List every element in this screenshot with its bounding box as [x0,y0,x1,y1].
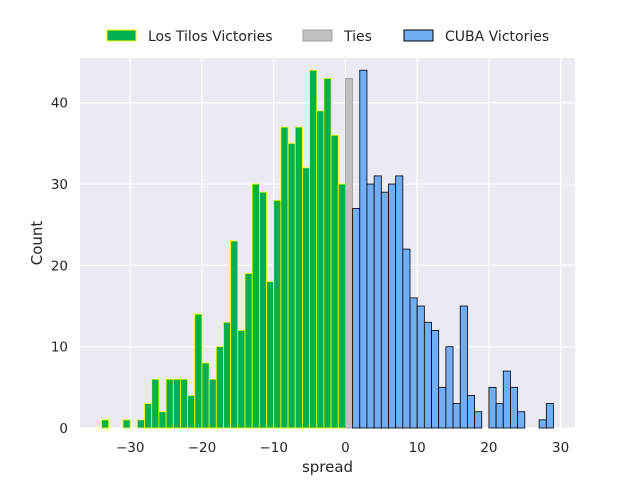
bar-cuba-victories [474,411,483,429]
bar-los-tilos-victories [101,419,110,429]
bar-cuba-victories [409,297,418,429]
bar-los-tilos-victories [337,183,346,429]
bar-los-tilos-victories [266,281,275,429]
bar-los-tilos-victories [194,313,203,429]
bar-cuba-victories [423,321,432,429]
bar-cuba-victories [459,305,468,429]
y-tick-label: 0 [59,421,68,437]
bar-cuba-victories [388,183,397,429]
x-tick-labels: −30 −20 −10 0 10 20 30 [116,440,569,456]
bar-los-tilos-victories [330,134,339,429]
legend: Los Tilos Victories Ties CUBA Victories [106,29,549,45]
bar-los-tilos-victories [151,378,160,429]
bar-los-tilos-victories [273,199,282,429]
y-tick-label: 40 [51,96,68,112]
bar-cuba-victories [495,403,504,429]
bar-cuba-victories [445,346,454,429]
bar-cuba-victories [402,248,411,429]
x-axis-label: spread [302,458,353,476]
bar-cuba-victories [373,175,382,429]
bar-los-tilos-victories [316,110,325,429]
bar-los-tilos-victories [309,69,318,429]
bar-los-tilos-victories [251,183,260,429]
y-tick-label: 10 [51,340,68,356]
bar-los-tilos-victories [258,191,267,429]
y-axis-label: Count [28,221,46,266]
x-tick-label: −30 [116,440,145,456]
bar-cuba-victories [510,386,519,429]
bar-cuba-victories [438,386,447,429]
y-tick-labels: 0 10 20 30 40 [51,96,68,437]
bar-los-tilos-victories [230,240,239,429]
bar-los-tilos-victories [237,330,246,429]
bar-los-tilos-victories [287,142,296,429]
legend-swatch-cuba-victories [403,29,434,42]
bar-cuba-victories [545,403,554,429]
bar-cuba-victories [517,411,526,429]
bar-los-tilos-victories [144,403,153,429]
bar-los-tilos-victories [136,419,145,429]
y-tick-label: 20 [51,258,68,274]
legend-label-ties: Ties [343,29,372,45]
x-tick-label: −20 [188,440,217,456]
bar-los-tilos-victories [323,77,332,429]
bar-los-tilos-victories [280,126,289,429]
bar-cuba-victories [538,419,547,429]
x-tick-label: −10 [259,440,288,456]
bar-cuba-victories [431,330,440,429]
legend-swatch-los-tilos-victories [106,29,137,42]
x-tick-label: 0 [341,440,350,456]
bar-los-tilos-victories [301,167,310,429]
bar-los-tilos-victories [223,321,232,429]
bar-cuba-victories [395,175,404,429]
bars [101,69,554,429]
bar-los-tilos-victories [122,419,131,429]
legend-swatch-ties [302,29,333,42]
bar-los-tilos-victories [158,411,167,429]
legend-label-cuba-victories: CUBA Victories [445,29,549,45]
x-tick-label: 30 [552,440,569,456]
bar-los-tilos-victories [208,378,217,429]
bar-cuba-victories [452,403,461,429]
bar-cuba-victories [380,191,389,429]
bar-los-tilos-victories [201,362,210,429]
bar-los-tilos-victories [165,378,174,429]
bar-los-tilos-victories [172,378,181,429]
bar-los-tilos-victories [187,395,196,429]
bar-cuba-victories [488,386,497,429]
x-tick-label: 20 [480,440,497,456]
bar-ties [345,77,354,429]
bar-cuba-victories [352,208,361,429]
bar-cuba-victories [359,69,368,429]
bar-los-tilos-victories [244,273,253,429]
bar-los-tilos-victories [215,346,224,429]
bar-cuba-victories [502,370,511,429]
x-tick-label: 10 [409,440,426,456]
bar-los-tilos-victories [294,126,303,429]
bar-cuba-victories [366,183,375,429]
bar-cuba-victories [466,395,475,429]
y-tick-label: 30 [51,177,68,193]
bar-los-tilos-victories [180,378,189,429]
bar-cuba-victories [416,305,425,429]
legend-label-los-tilos-victories: Los Tilos Victories [148,29,273,45]
